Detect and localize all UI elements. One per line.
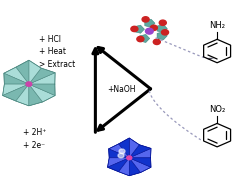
Circle shape bbox=[136, 36, 143, 42]
Circle shape bbox=[150, 25, 157, 30]
Polygon shape bbox=[108, 144, 129, 158]
Text: NH₂: NH₂ bbox=[208, 21, 224, 30]
Text: +NaOH: +NaOH bbox=[107, 85, 136, 94]
Circle shape bbox=[159, 20, 166, 25]
Circle shape bbox=[118, 149, 124, 154]
Circle shape bbox=[142, 17, 148, 22]
Polygon shape bbox=[2, 84, 29, 101]
Polygon shape bbox=[29, 68, 55, 84]
Polygon shape bbox=[29, 84, 55, 95]
Circle shape bbox=[161, 30, 168, 35]
Text: NO₂: NO₂ bbox=[208, 105, 224, 114]
Circle shape bbox=[153, 39, 160, 45]
Circle shape bbox=[145, 28, 152, 34]
Polygon shape bbox=[29, 73, 55, 84]
Text: + HCl
+ Heat
> Extract: + HCl + Heat > Extract bbox=[39, 35, 75, 69]
Polygon shape bbox=[156, 32, 166, 40]
Polygon shape bbox=[144, 19, 154, 27]
Polygon shape bbox=[107, 158, 129, 167]
Text: + 2H⁺
+ 2e⁻: + 2H⁺ + 2e⁻ bbox=[22, 128, 46, 150]
Polygon shape bbox=[139, 34, 149, 43]
Circle shape bbox=[26, 82, 32, 86]
Polygon shape bbox=[107, 158, 129, 172]
Polygon shape bbox=[4, 73, 29, 84]
Polygon shape bbox=[29, 84, 42, 106]
Circle shape bbox=[118, 153, 124, 158]
Polygon shape bbox=[129, 145, 150, 158]
Polygon shape bbox=[129, 158, 150, 173]
Polygon shape bbox=[118, 138, 129, 158]
Polygon shape bbox=[29, 84, 55, 102]
Polygon shape bbox=[134, 25, 144, 33]
Polygon shape bbox=[4, 67, 29, 84]
Polygon shape bbox=[129, 158, 150, 167]
Polygon shape bbox=[16, 84, 29, 106]
Polygon shape bbox=[29, 60, 41, 84]
Polygon shape bbox=[208, 58, 214, 60]
Polygon shape bbox=[129, 148, 150, 158]
Circle shape bbox=[126, 156, 131, 160]
Polygon shape bbox=[16, 60, 29, 84]
Circle shape bbox=[130, 26, 138, 32]
Polygon shape bbox=[108, 149, 129, 158]
Polygon shape bbox=[156, 25, 166, 33]
Polygon shape bbox=[129, 158, 140, 176]
Polygon shape bbox=[2, 84, 29, 95]
Polygon shape bbox=[129, 138, 139, 158]
Polygon shape bbox=[118, 158, 129, 176]
